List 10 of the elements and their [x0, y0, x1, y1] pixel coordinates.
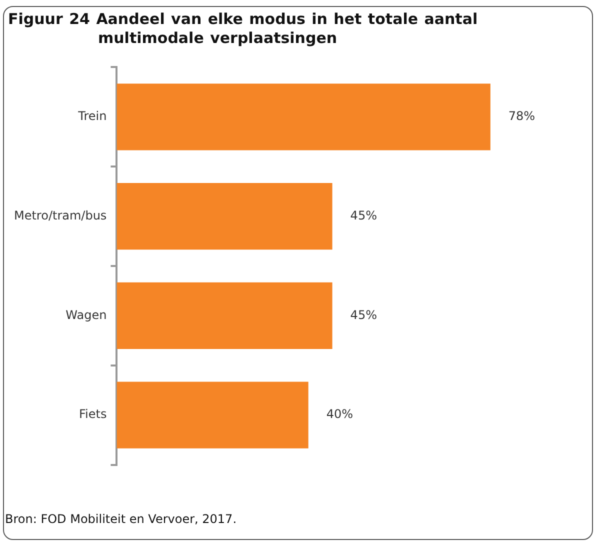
y-tick-label: Wagen	[66, 308, 107, 322]
y-tick-label: Trein	[77, 109, 107, 124]
y-tick-label: Fiets	[78, 407, 107, 422]
data-label: 45%	[350, 308, 377, 322]
y-tick-label: Metro/tram/bus	[14, 208, 107, 222]
text: Bron: FOD Mobiliteit en Vervoer, 2017.	[5, 512, 237, 526]
data-label: 78%	[508, 109, 536, 124]
data-label: 40%	[326, 407, 354, 422]
data-label: 45%	[350, 208, 377, 222]
chart-title: Figuur 24 Aandeel van elke modus in het totale aantal multimodale verplaatsingen	[8, 10, 479, 48]
